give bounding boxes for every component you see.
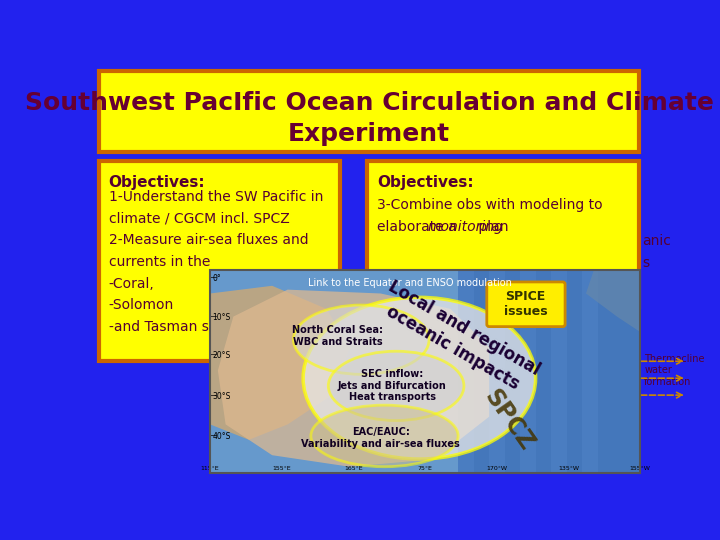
Text: -and Tasman s: -and Tasman s: [109, 320, 209, 334]
Text: Link to the Equator and ENSO modulation: Link to the Equator and ENSO modulation: [307, 278, 512, 288]
FancyBboxPatch shape: [367, 161, 639, 307]
Bar: [520, 271, 536, 473]
Text: monitoring: monitoring: [428, 220, 504, 234]
Text: North Coral Sea:
WBC and Straits: North Coral Sea: WBC and Straits: [292, 325, 384, 347]
Text: 170°W: 170°W: [487, 465, 508, 470]
Text: 2-Measure air-sea fluxes and: 2-Measure air-sea fluxes and: [109, 233, 308, 247]
Text: Experiment: Experiment: [288, 122, 450, 146]
Text: 135°W: 135°W: [558, 465, 579, 470]
Text: currents in the: currents in the: [109, 255, 210, 269]
Bar: [458, 271, 474, 473]
Text: 165°E: 165°E: [344, 465, 363, 470]
Text: elaborate a: elaborate a: [377, 220, 461, 234]
Text: Thermocline
water
formation: Thermocline water formation: [644, 354, 705, 387]
Bar: [458, 271, 640, 473]
Text: SPCZ: SPCZ: [479, 386, 538, 456]
Text: 10°S: 10°S: [212, 313, 230, 322]
Text: 1-Understand the SW Pacific in: 1-Understand the SW Pacific in: [109, 190, 323, 204]
Ellipse shape: [311, 405, 458, 467]
Text: 155°E: 155°E: [272, 465, 291, 470]
Text: EAC/EAUC:
Variability and air-sea fluxes: EAC/EAUC: Variability and air-sea fluxes: [301, 428, 460, 449]
Text: 20°S: 20°S: [212, 351, 230, 360]
Text: 0°: 0°: [212, 274, 221, 284]
Text: Objectives:: Objectives:: [377, 175, 473, 190]
Text: 115°E: 115°E: [201, 465, 220, 470]
Text: SPICE: SPICE: [505, 290, 546, 303]
Text: SEC inflow:
Jets and Bifurcation
Heat transports: SEC inflow: Jets and Bifurcation Heat tr…: [338, 369, 446, 402]
Text: 3-Combine obs with modeling to: 3-Combine obs with modeling to: [377, 198, 603, 212]
Polygon shape: [586, 271, 640, 332]
Ellipse shape: [303, 298, 536, 459]
Text: 30°S: 30°S: [212, 392, 231, 401]
Text: climate / CGCM incl. SPCZ: climate / CGCM incl. SPCZ: [109, 212, 289, 226]
Text: anic: anic: [642, 234, 672, 248]
FancyBboxPatch shape: [99, 161, 340, 361]
Polygon shape: [218, 289, 489, 467]
Bar: [489, 271, 505, 473]
Text: -Coral,: -Coral,: [109, 276, 154, 291]
FancyBboxPatch shape: [99, 71, 639, 152]
Text: Southwest PacIfic Ocean Circulation and Climate: Southwest PacIfic Ocean Circulation and …: [24, 91, 714, 116]
Text: 155°W: 155°W: [630, 465, 651, 470]
Text: -Solomon: -Solomon: [109, 298, 174, 312]
Ellipse shape: [294, 305, 429, 374]
Text: issues: issues: [504, 306, 547, 319]
Polygon shape: [210, 286, 350, 440]
Text: 75°E: 75°E: [418, 465, 433, 470]
Text: plan: plan: [474, 220, 509, 234]
FancyBboxPatch shape: [487, 282, 565, 327]
Bar: [210, 271, 640, 473]
Text: Objectives:: Objectives:: [109, 175, 205, 190]
Text: 40°S: 40°S: [212, 432, 231, 441]
Text: Local and regional
oceanic impacts: Local and regional oceanic impacts: [374, 278, 543, 399]
Bar: [582, 271, 598, 473]
Bar: [551, 271, 567, 473]
Text: s: s: [642, 256, 649, 270]
Ellipse shape: [328, 351, 464, 421]
